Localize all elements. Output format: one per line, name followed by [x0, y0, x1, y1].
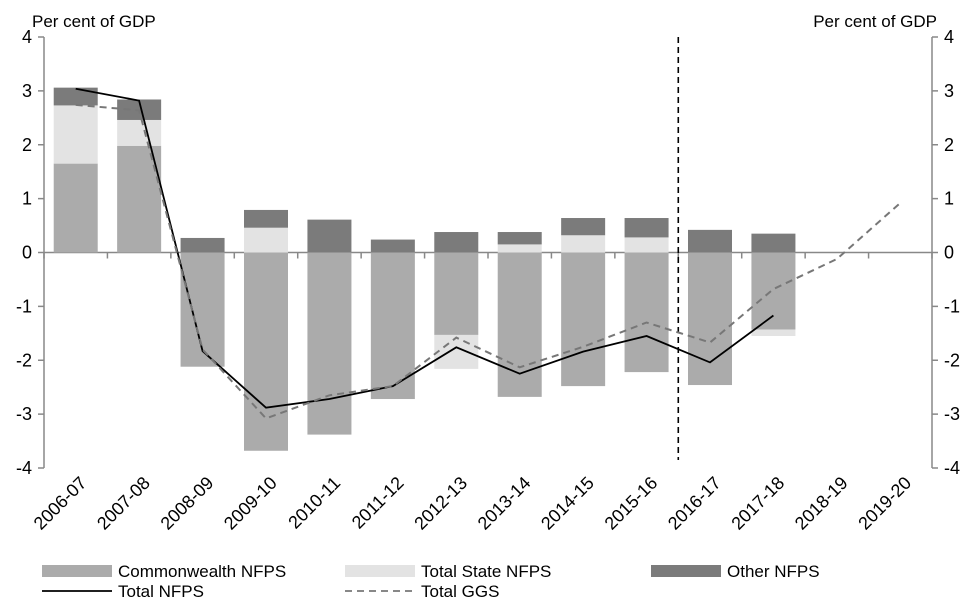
legend-label-other-nfps: Other NFPS	[727, 562, 820, 581]
legend-label-total-ggs: Total GGS	[421, 582, 499, 601]
x-category-label: 2019-20	[854, 473, 915, 534]
x-category-label: 2016-17	[664, 473, 725, 534]
bar-commonwealth-nfps	[53, 163, 98, 253]
bar-other-nfps	[751, 233, 796, 253]
x-category-label: 2008-09	[157, 473, 218, 534]
legend-swatch-other-nfps	[651, 565, 721, 577]
line-total-nfps	[75, 87, 774, 409]
bar-total-state-nfps	[117, 119, 162, 146]
bar-commonwealth-nfps	[751, 252, 796, 330]
x-category-label: 2015-16	[601, 473, 662, 534]
right-y-tick-label: -2	[944, 350, 960, 370]
legend-label-total-state-nfps: Total State NFPS	[421, 562, 551, 581]
x-category-label: 2006-07	[30, 473, 91, 534]
legend-swatch-total-state-nfps	[345, 565, 415, 577]
line-total-ggs	[75, 103, 901, 420]
left-y-tick-label: 4	[22, 27, 32, 47]
bar-other-nfps	[307, 219, 352, 253]
bar-commonwealth-nfps	[117, 145, 162, 253]
right-axis-unit-label: Per cent of GDP	[813, 12, 937, 31]
bar-other-nfps	[688, 229, 732, 253]
x-category-label: 2017-18	[727, 473, 788, 534]
bar-other-nfps	[434, 232, 479, 253]
bar-other-nfps	[497, 232, 542, 245]
bar-commonwealth-nfps	[307, 252, 352, 435]
left-axis-unit-label: Per cent of GDP	[32, 12, 156, 31]
x-category-label: 2009-10	[220, 473, 281, 534]
right-y-tick-label: -3	[944, 404, 960, 424]
bar-other-nfps	[180, 237, 225, 253]
left-y-tick-label: 1	[22, 189, 32, 209]
legend-label-total-nfps: Total NFPS	[118, 582, 204, 601]
x-category-label: 2013-14	[474, 473, 535, 534]
right-y-tick-label: 1	[944, 189, 954, 209]
bar-other-nfps	[624, 218, 669, 238]
lines-layer	[75, 87, 901, 420]
bar-total-state-nfps	[244, 227, 288, 253]
bars-layer	[53, 87, 796, 451]
bar-total-state-nfps	[434, 334, 479, 369]
right-y-tick-label: 2	[944, 135, 954, 155]
bar-other-nfps	[244, 209, 288, 228]
bar-other-nfps	[53, 87, 98, 106]
bar-total-state-nfps	[53, 105, 98, 164]
right-y-tick-label: -1	[944, 296, 960, 316]
legend-label-commonwealth-nfps: Commonwealth NFPS	[118, 562, 286, 581]
left-y-tick-label: 0	[22, 243, 32, 263]
x-category-label: 2010-11	[284, 473, 344, 533]
bar-total-state-nfps	[624, 237, 669, 253]
left-y-tick-label: 3	[22, 81, 32, 101]
bar-total-state-nfps	[561, 235, 606, 253]
right-y-tick-label: -4	[944, 458, 960, 478]
bar-commonwealth-nfps	[561, 252, 606, 387]
left-y-tick-label: -4	[16, 458, 32, 478]
left-y-tick-label: 2	[22, 135, 32, 155]
bar-commonwealth-nfps	[434, 252, 479, 335]
x-category-label: 2007-08	[93, 473, 154, 534]
left-y-tick-label: -3	[16, 404, 32, 424]
x-category-label: 2011-12	[348, 473, 408, 533]
bar-commonwealth-nfps	[244, 252, 288, 451]
left-y-tick-label: -1	[16, 296, 32, 316]
bar-commonwealth-nfps	[624, 252, 669, 373]
x-category-label: 2012-13	[410, 473, 471, 534]
legend-swatch-commonwealth-nfps	[42, 565, 112, 577]
bar-other-nfps	[370, 239, 415, 253]
bar-total-state-nfps	[497, 244, 542, 253]
right-y-tick-label: 0	[944, 243, 954, 263]
x-category-label: 2014-15	[537, 473, 598, 534]
x-category-label: 2018-19	[791, 473, 852, 534]
bar-commonwealth-nfps	[688, 252, 732, 386]
axes-layer	[38, 36, 938, 469]
left-y-tick-label: -2	[16, 350, 32, 370]
bar-total-state-nfps	[751, 329, 796, 337]
bar-other-nfps	[561, 218, 606, 236]
bar-commonwealth-nfps	[497, 252, 542, 397]
right-y-tick-label: 4	[944, 27, 954, 47]
legend: Commonwealth NFPS Total State NFPS Other N…	[42, 562, 820, 601]
right-y-tick-label: 3	[944, 81, 954, 101]
